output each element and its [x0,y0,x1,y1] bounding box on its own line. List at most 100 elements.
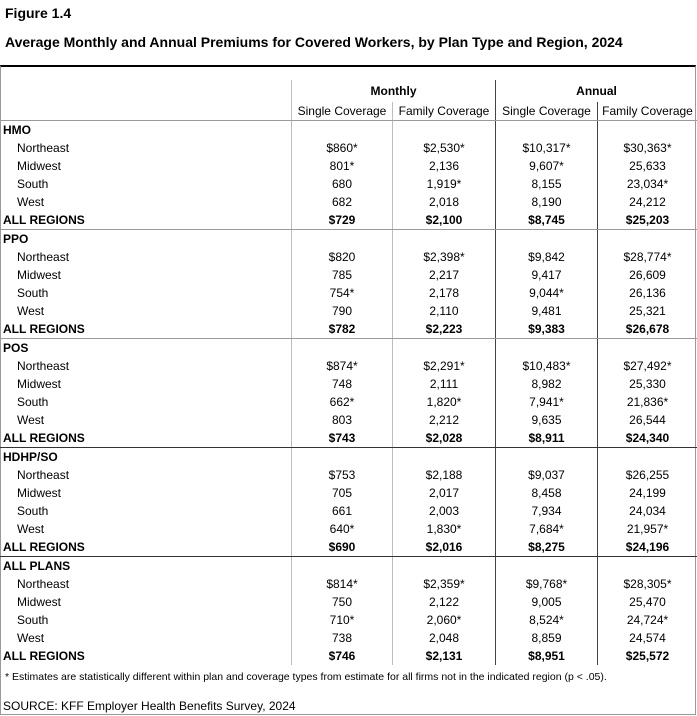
premiums-table: Monthly Annual Single Coverage Family Co… [0,80,697,665]
value-cell: 23,034* [597,175,697,193]
region-row: South 710* 2,060* 8,524* 24,724* [0,611,697,629]
value-cell: 9,417 [495,266,598,284]
region-label: Midwest [17,159,62,173]
value-cell: 9,044* [495,284,598,302]
value-cell: 8,155 [495,175,598,193]
value-cell: $2,131 [392,647,496,665]
region-row: South 680 1,919* 8,155 23,034* [0,175,697,193]
value-cell: 26,544 [597,411,697,429]
plan-row: HDHP/SO [0,447,697,466]
value-cell: 738 [291,629,393,647]
total-row: ALL REGIONS $743 $2,028 $8,911 $24,340 [0,429,697,448]
plan-name: POS [3,341,29,355]
value-cell: $25,203 [597,211,697,230]
value-cell: $30,363* [597,139,697,157]
region-label: West [17,522,45,536]
value-cell: 680 [291,175,393,193]
region-label: Midwest [17,486,62,500]
value-cell: 24,212 [597,193,697,211]
value-cell: 24,574 [597,629,697,647]
value-cell: 2,018 [392,193,496,211]
value-cell: 7,934 [495,502,598,520]
region-row: Northeast $753 $2,188 $9,037 $26,255 [0,466,697,484]
value-cell: $860* [291,139,393,157]
value-cell: $753 [291,466,393,484]
header-group-annual: Annual [495,80,697,102]
value-cell: $25,572 [597,647,697,665]
region-label: South [17,613,49,627]
value-cell: 748 [291,375,393,393]
value-cell: 8,458 [495,484,598,502]
region-label: ALL REGIONS [0,320,292,339]
value-cell: 1,919* [392,175,496,193]
value-cell: 25,470 [597,593,697,611]
region-label: South [17,177,49,191]
region-label: ALL REGIONS [3,649,85,663]
value-cell: 2,122 [392,593,496,611]
value-cell: 21,836* [597,393,697,411]
value-cell: 2,003 [392,502,496,520]
total-row: ALL REGIONS $746 $2,131 $8,951 $25,572 [0,647,697,665]
value-cell: 2,017 [392,484,496,502]
region-label: Midwest [17,595,62,609]
total-row: ALL REGIONS $729 $2,100 $8,745 $25,203 [0,211,697,230]
region-row: West 682 2,018 8,190 24,212 [0,193,697,211]
value-cell: $2,223 [392,320,496,339]
region-row: West 803 2,212 9,635 26,544 [0,411,697,429]
value-cell: $2,028 [392,429,496,448]
region-row: Midwest 785 2,217 9,417 26,609 [0,266,697,284]
region-row: Northeast $820 $2,398* $9,842 $28,774* [0,248,697,266]
value-cell: 25,633 [597,157,697,175]
region-label: Midwest [17,268,62,282]
value-cell: 790 [291,302,393,320]
plan-name: HDHP/SO [3,450,58,464]
region-row: West 790 2,110 9,481 25,321 [0,302,697,320]
region-label: Northeast [17,141,70,155]
value-cell: $690 [291,538,393,557]
value-cell: $820 [291,248,393,266]
region-label: Northeast [17,577,70,591]
value-cell: 9,635 [495,411,598,429]
value-cell: 750 [291,593,393,611]
region-label: ALL REGIONS [0,538,292,557]
header-annual-single: Single Coverage [495,102,598,121]
value-cell: $9,842 [495,248,598,266]
value-cell: 705 [291,484,393,502]
value-cell: 25,321 [597,302,697,320]
value-cell: $729 [291,211,393,230]
value-cell: 801* [291,157,393,175]
region-label: South [17,504,49,518]
value-cell: 24,724* [597,611,697,629]
region-row: South 661 2,003 7,934 24,034 [0,502,697,520]
value-cell: 7,941* [495,393,598,411]
region-row: Northeast $814* $2,359* $9,768* $28,305* [0,575,697,593]
value-cell: 2,178 [392,284,496,302]
value-cell: 24,199 [597,484,697,502]
region-label: Northeast [17,250,70,264]
plan-name: ALL PLANS [3,559,71,573]
header-monthly-family: Family Coverage [392,102,496,121]
value-cell: $24,340 [597,429,697,448]
region-row: Midwest 750 2,122 9,005 25,470 [0,593,697,611]
value-cell: 2,110 [392,302,496,320]
value-cell: $782 [291,320,393,339]
value-cell: 1,830* [392,520,496,538]
value-cell: 7,684* [495,520,598,538]
value-cell: $2,188 [392,466,496,484]
value-cell: 9,005 [495,593,598,611]
region-row: Northeast $860* $2,530* $10,317* $30,363* [0,139,697,157]
region-label: West [17,631,45,645]
value-cell: $10,317* [495,139,598,157]
source-note: SOURCE: KFF Employer Health Benefits Sur… [3,699,296,713]
value-cell: $2,291* [392,357,496,375]
value-cell: 2,217 [392,266,496,284]
plan-name: HMO [3,123,31,137]
value-cell: $2,359* [392,575,496,593]
value-cell: $2,016 [392,538,496,557]
value-cell: 25,330 [597,375,697,393]
value-cell: 8,524* [495,611,598,629]
header-column-row: Single Coverage Family Coverage Single C… [0,102,697,121]
region-row: Midwest 748 2,111 8,982 25,330 [0,375,697,393]
value-cell: 9,481 [495,302,598,320]
region-label: Midwest [17,377,62,391]
